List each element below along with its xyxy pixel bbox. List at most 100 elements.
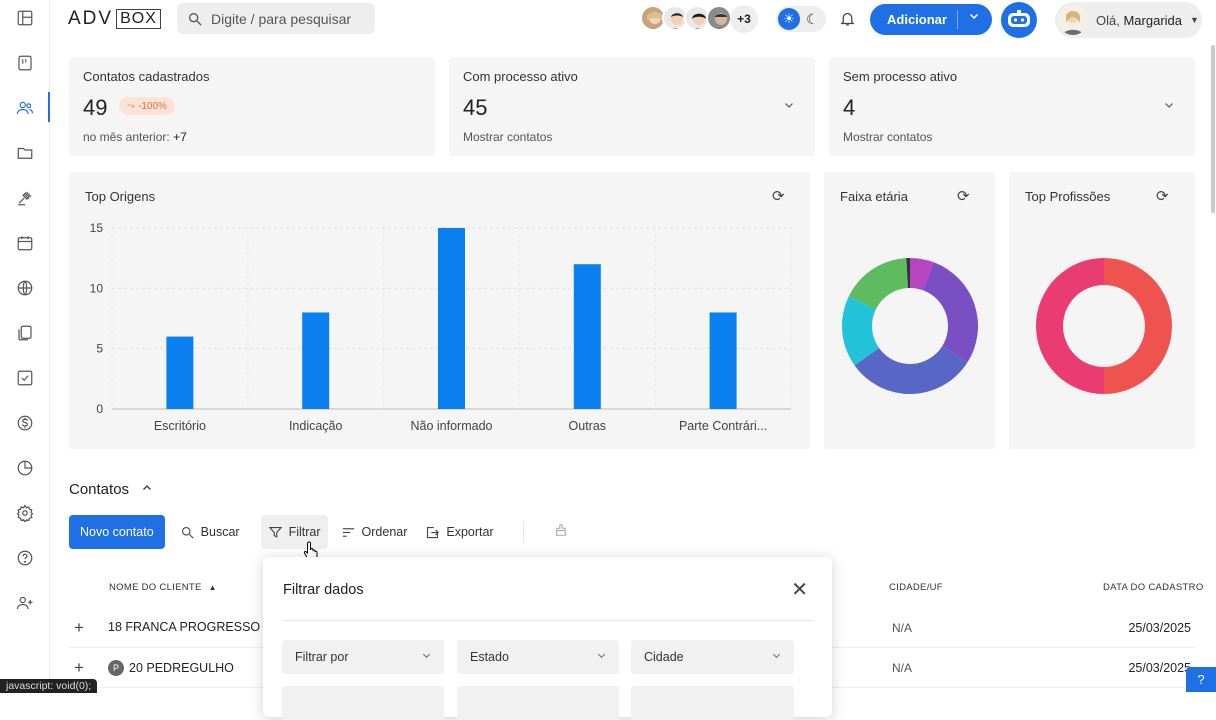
column-header-name[interactable]: NOME DO CLIENTE ▲ — [109, 582, 217, 593]
user-menu[interactable]: Olá, Margarida ▼ — [1055, 2, 1202, 38]
chart-title: Faixa etária — [840, 189, 908, 204]
search-input[interactable]: Digite / para pesquisar — [177, 3, 375, 34]
donut-slice — [906, 258, 910, 289]
moon-icon[interactable]: ☾ — [806, 10, 819, 27]
column-header-date[interactable]: DATA DO CADASTRO — [1103, 582, 1204, 593]
export-button-label: Exportar — [446, 525, 494, 539]
bar — [573, 264, 601, 409]
folder-icon[interactable] — [13, 141, 37, 165]
filter-button[interactable]: Filtrar — [260, 515, 328, 549]
sun-icon[interactable]: ☀ — [778, 8, 800, 30]
board-icon[interactable] — [13, 51, 37, 75]
x-tick-label: Não informado — [411, 419, 493, 433]
trend-down-icon: ⤳ — [127, 100, 135, 112]
export-icon — [427, 526, 440, 538]
calendar-icon[interactable] — [13, 231, 37, 255]
chevron-down-icon[interactable]: ▼ — [1190, 15, 1199, 25]
toolbar-divider — [522, 521, 524, 543]
y-tick-label: 0 — [96, 402, 103, 416]
expand-row-icon[interactable]: + — [74, 618, 84, 637]
refresh-icon[interactable]: ⟳ — [1156, 188, 1169, 205]
donut-chart — [842, 258, 978, 394]
chevron-down-icon[interactable] — [1163, 99, 1175, 114]
logo-box: BOX — [116, 9, 161, 29]
reports-pie-icon[interactable] — [13, 456, 37, 480]
add-button[interactable]: Adicionar — [870, 4, 992, 35]
bell-icon[interactable] — [839, 10, 856, 32]
filter-field[interactable] — [631, 686, 794, 720]
team-avatars[interactable]: +3 — [640, 5, 758, 33]
refresh-icon[interactable]: ⟳ — [957, 188, 970, 205]
settings-gear-icon[interactable] — [13, 501, 37, 525]
contacts-section-header[interactable]: Contatos — [69, 481, 153, 498]
state-select[interactable]: Estado — [457, 640, 619, 674]
add-button-label: Adicionar — [887, 12, 947, 27]
avatar[interactable] — [640, 5, 666, 31]
filter-icon — [268, 526, 282, 538]
show-contacts-link[interactable]: Mostrar contatos — [463, 130, 553, 144]
chevron-down-icon[interactable] — [783, 99, 795, 114]
avatar — [1058, 5, 1088, 35]
chevron-down-icon — [421, 650, 432, 664]
donut-slice — [910, 258, 934, 291]
client-name: 18 FRANCA PROGRESSO — [108, 620, 261, 634]
assistant-bot-icon[interactable] — [1001, 2, 1037, 38]
stat-card-active-process[interactable]: Com processo ativo 45 Mostrar contatos — [449, 57, 815, 156]
chart-title: Top Profissões — [1025, 189, 1111, 204]
refresh-icon[interactable]: ⟳ — [772, 188, 785, 205]
filter-by-select[interactable]: Filtrar por — [282, 640, 444, 674]
filter-field[interactable] — [282, 686, 444, 720]
logo[interactable]: ADV BOX — [68, 8, 161, 30]
donut-slice — [923, 262, 978, 363]
donut-slice — [848, 258, 908, 310]
modal-title: Filtrar dados — [283, 582, 364, 598]
add-user-icon[interactable] — [13, 591, 37, 615]
donut-slice — [842, 296, 880, 366]
expand-row-icon[interactable]: + — [74, 658, 84, 677]
new-contact-button[interactable]: Novo contato — [69, 515, 165, 549]
help-icon: ? — [1197, 672, 1205, 687]
avatar[interactable] — [684, 5, 710, 31]
theme-toggle[interactable]: ☀ ☾ — [776, 6, 826, 32]
greeting-label: Olá, Margarida — [1096, 12, 1182, 28]
clean-icon[interactable] — [554, 523, 568, 542]
help-button[interactable]: ? — [1186, 667, 1216, 692]
stat-title: Com processo ativo — [463, 69, 578, 84]
layout-icon[interactable] — [13, 6, 37, 30]
modal-divider — [283, 620, 812, 621]
chevron-up-icon[interactable] — [141, 481, 153, 498]
sort-asc-icon[interactable]: ▲ — [208, 583, 217, 592]
chevron-down-icon — [596, 650, 607, 664]
contacts-icon[interactable] — [13, 96, 37, 120]
search-icon — [181, 526, 194, 539]
avatar[interactable] — [706, 5, 732, 31]
donut-chart — [1036, 258, 1172, 394]
chart-title: Top Origens — [85, 189, 156, 204]
column-header-city[interactable]: CIDADE/UF — [889, 582, 943, 593]
client-type-badge: P — [108, 660, 124, 676]
documents-icon[interactable] — [13, 321, 37, 345]
city-select[interactable]: Cidade — [631, 640, 794, 674]
bar-chart: 0 5 10 15 Escritório Indicação Não informado Ou… — [90, 221, 792, 433]
sort-button[interactable]: Ordenar — [334, 515, 415, 549]
close-icon[interactable]: ✕ — [791, 579, 808, 601]
help-circle-icon[interactable] — [13, 546, 37, 570]
task-check-icon[interactable] — [13, 366, 37, 390]
stat-card-no-process[interactable]: Sem processo ativo 4 Mostrar contatos — [829, 57, 1195, 156]
more-members-badge[interactable]: +3 — [730, 5, 758, 33]
stat-title: Sem processo ativo — [843, 69, 958, 84]
gavel-icon[interactable] — [13, 186, 37, 210]
bar — [166, 336, 194, 409]
search-placeholder: Digite / para pesquisar — [211, 10, 352, 27]
finance-dollar-icon[interactable] — [13, 411, 37, 435]
search-button[interactable]: Buscar — [173, 515, 247, 549]
x-tick-label: Indicação — [289, 419, 343, 433]
filter-field[interactable] — [457, 686, 619, 720]
globe-icon[interactable] — [13, 276, 37, 300]
avatar[interactable] — [662, 5, 688, 31]
sort-icon — [342, 527, 354, 537]
chevron-down-icon[interactable] — [968, 10, 980, 25]
page-scrollbar[interactable] — [1211, 45, 1215, 213]
export-button[interactable]: Exportar — [418, 515, 500, 549]
show-contacts-link[interactable]: Mostrar contatos — [843, 130, 933, 144]
